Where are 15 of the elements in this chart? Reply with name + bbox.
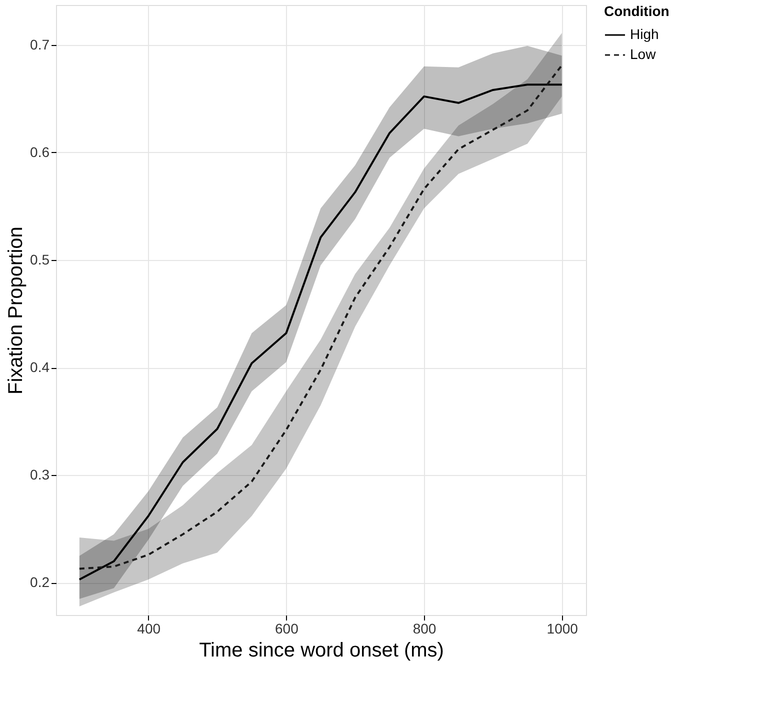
- y-tick-label: 0.3: [30, 466, 50, 483]
- x-axis-title: Time since word onset (ms): [199, 640, 444, 662]
- x-tick-label: 800: [412, 620, 436, 636]
- legend-label: High: [630, 26, 659, 42]
- y-axis-title: Fixation Proportion: [5, 226, 28, 394]
- x-tick-label: 1000: [546, 620, 578, 636]
- legend-label: Low: [630, 46, 657, 62]
- x-tick-label: 400: [137, 620, 161, 636]
- y-tick-label: 0.5: [30, 251, 50, 268]
- legend-title: Condition: [604, 3, 670, 19]
- y-tick-label: 0.7: [30, 36, 50, 52]
- y-tick-label: 0.6: [30, 144, 50, 160]
- x-tick-label: 600: [275, 620, 299, 636]
- y-tick-label: 0.4: [30, 359, 50, 376]
- y-tick-label: 0.2: [30, 574, 50, 590]
